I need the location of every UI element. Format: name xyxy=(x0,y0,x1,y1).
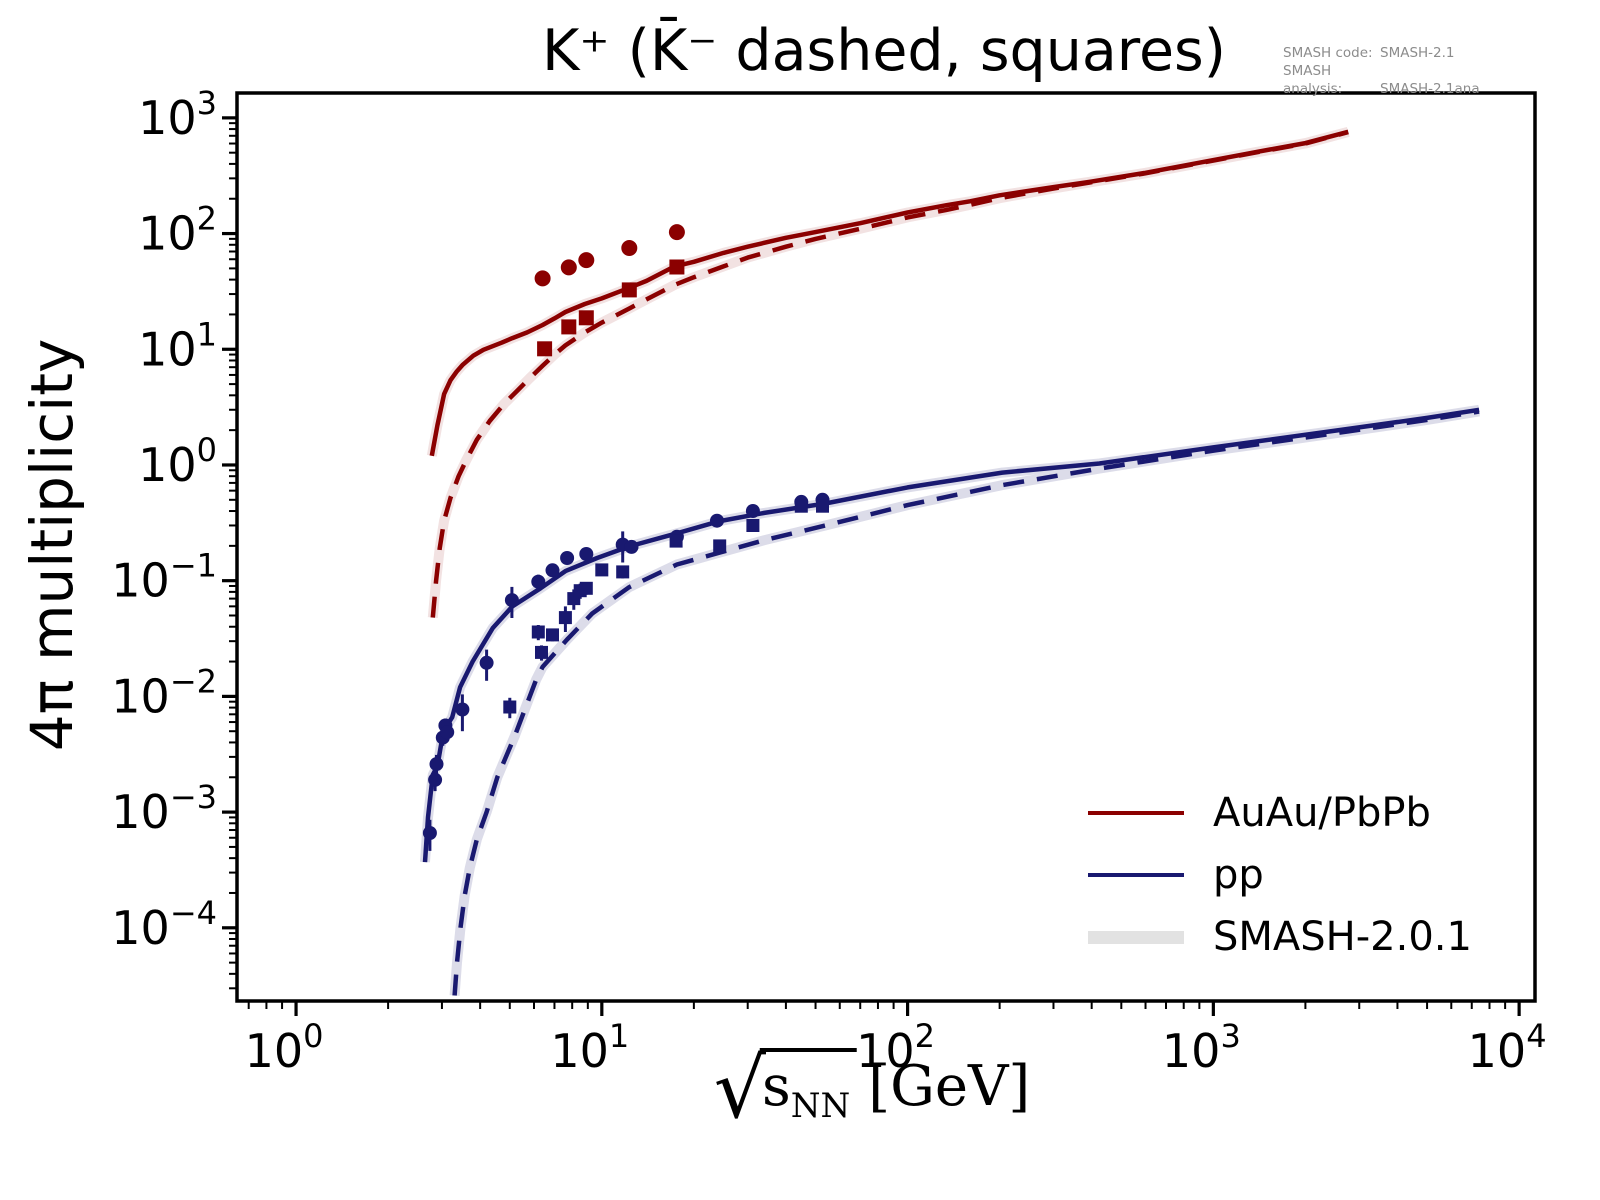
smash-version-annotation: SMASH code: SMASH-2.1 SMASH analysis: SMAS… xyxy=(1283,44,1480,98)
svg-text:103: 103 xyxy=(1162,1017,1241,1078)
svg-text:10−2: 10−2 xyxy=(111,662,217,723)
svg-text:10−3: 10−3 xyxy=(111,778,217,839)
smash-2.0.1-band xyxy=(427,127,1350,619)
sqrt-radical-symbol: √ xyxy=(713,1042,766,1137)
annotation-row: SMASH analysis: SMASH-2.1ana xyxy=(1283,62,1480,98)
svg-text:100: 100 xyxy=(138,431,217,492)
svg-text:100: 100 xyxy=(245,1017,324,1078)
series-line xyxy=(452,409,1480,996)
svg-text:10−1: 10−1 xyxy=(111,547,217,608)
legend-band-sample-smash xyxy=(1088,930,1184,944)
y-tick-labels: 103 102 101 100 10−1 10−2 10−3 10−4 xyxy=(111,84,217,955)
legend-line-sample-pp xyxy=(1088,872,1184,878)
svg-text:104: 104 xyxy=(1468,1017,1547,1078)
x-axis-ticks xyxy=(247,1001,1521,1016)
svg-text:103: 103 xyxy=(138,84,217,145)
annotation-value: SMASH-2.1 xyxy=(1380,45,1455,61)
series-lines xyxy=(420,126,1480,996)
annotation-value: SMASH-2.1ana xyxy=(1380,81,1480,97)
x-axis-label-subscript: NN xyxy=(790,1086,851,1127)
smash-2.0.1-band xyxy=(426,126,1350,457)
legend-line-sample-auau xyxy=(1088,810,1184,816)
plot-frame xyxy=(235,91,1537,1003)
legend-label-smash: SMASH-2.0.1 xyxy=(1213,914,1472,960)
series-line xyxy=(430,129,1349,618)
svg-text:101: 101 xyxy=(138,315,217,376)
legend-label-pp: pp xyxy=(1213,852,1264,898)
chart-title: K⁺ (K̄⁻ dashed, squares) xyxy=(542,18,1226,84)
y-axis-ticks xyxy=(222,116,237,990)
annotation-label: SMASH code: xyxy=(1283,45,1373,61)
x-axis-label: √sNN [GeV] xyxy=(714,1042,1031,1137)
annotation-row: SMASH code: SMASH-2.1 xyxy=(1283,44,1480,62)
svg-text:101: 101 xyxy=(550,1017,629,1078)
x-axis-label-unit: [GeV] xyxy=(868,1054,1031,1119)
svg-text:10−4: 10−4 xyxy=(111,894,217,955)
series-line xyxy=(429,129,1349,457)
y-axis-label: 4π multiplicity xyxy=(18,338,86,752)
x-axis-label-variable: s xyxy=(762,1054,791,1119)
legend-label-auau: AuAu/PbPb xyxy=(1213,790,1431,836)
annotation-label: SMASH analysis: xyxy=(1283,63,1343,97)
legend: AuAu/PbPb pp SMASH-2.0.1 xyxy=(1088,782,1472,968)
x-axis-label-radicand: sNN xyxy=(760,1048,857,1127)
svg-text:102: 102 xyxy=(138,200,217,261)
data-points xyxy=(422,224,830,851)
legend-item-pp: pp xyxy=(1088,844,1472,906)
legend-item-smash-band: SMASH-2.0.1 xyxy=(1088,906,1472,968)
legend-item-auau-pbpb: AuAu/PbPb xyxy=(1088,782,1472,844)
